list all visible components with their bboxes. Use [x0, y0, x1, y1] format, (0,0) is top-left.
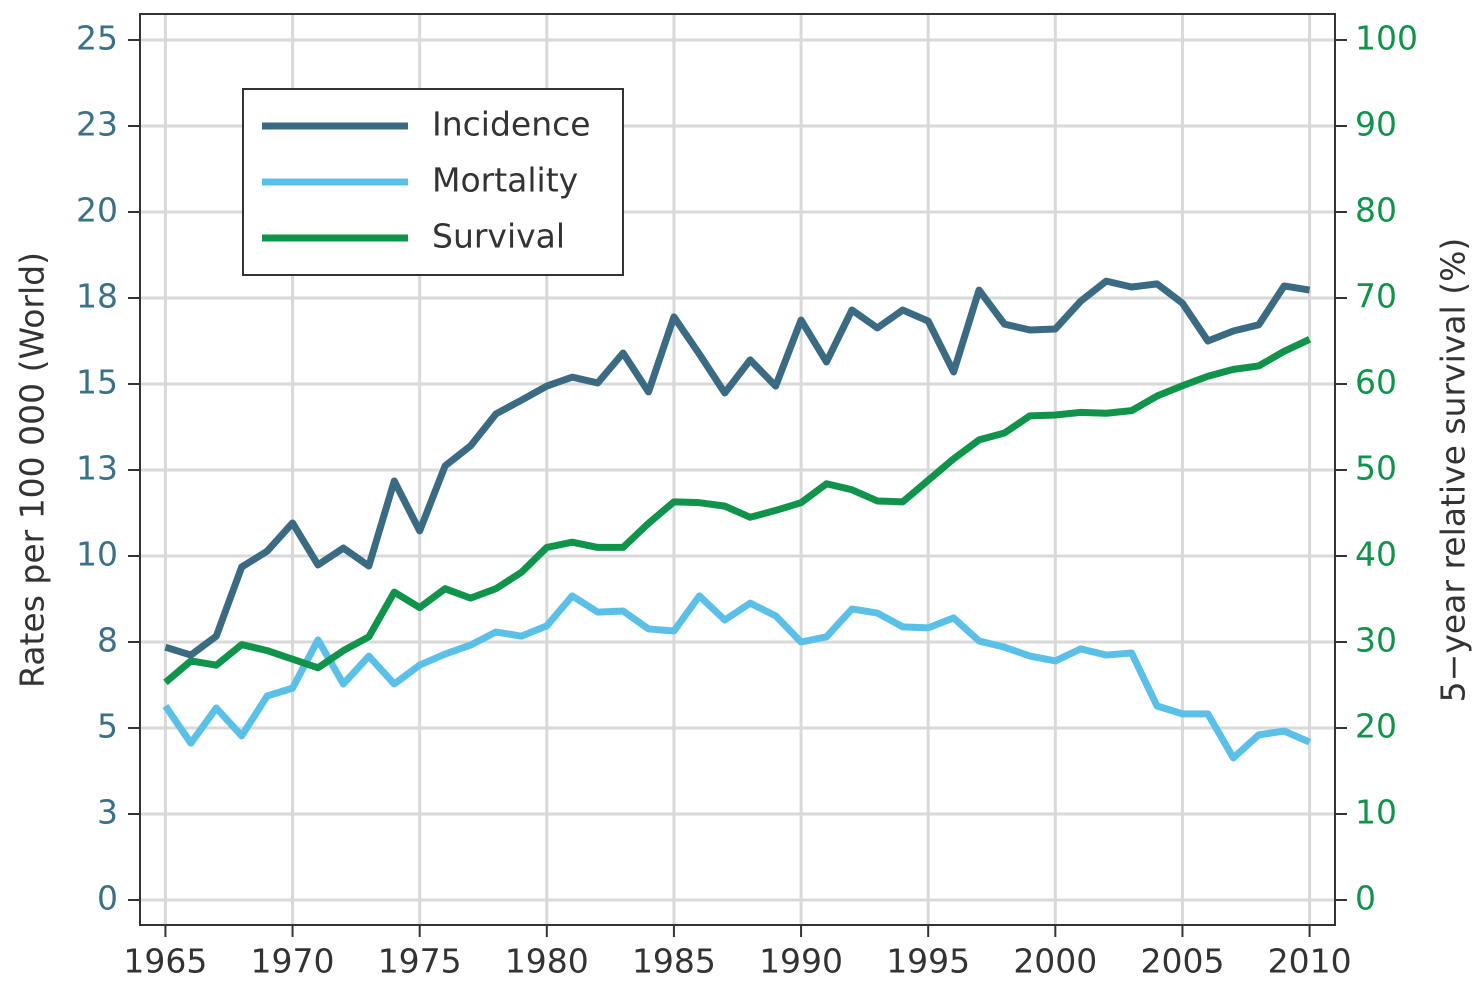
- y-tick-label: 0: [97, 879, 118, 918]
- x-tick-label: 1995: [886, 942, 970, 981]
- x-tick-label: 2010: [1268, 942, 1352, 981]
- data-line: [162, 592, 1311, 762]
- x-tick-label: 2000: [1013, 942, 1097, 981]
- y2-tick-label: 100: [1355, 19, 1418, 58]
- x-tick-label: 2005: [1140, 942, 1224, 981]
- legend-label: Incidence: [432, 105, 591, 144]
- y2-tick-label: 80: [1355, 191, 1397, 230]
- y-tick-label: 23: [76, 105, 118, 144]
- y2-tick-label: 20: [1355, 707, 1397, 746]
- x-tick-label: 1980: [505, 942, 589, 981]
- data-line: [164, 277, 1311, 659]
- y2-tick-label: 60: [1355, 363, 1397, 402]
- y2-tick-label: 70: [1355, 277, 1397, 316]
- plot-frame: [139, 13, 1336, 926]
- y2-tick-label: 10: [1355, 793, 1397, 832]
- y2-tick-label: 0: [1355, 879, 1376, 918]
- y2-tick-label: 90: [1355, 105, 1397, 144]
- y-tick-label: 25: [76, 19, 118, 58]
- y-tick-label: 10: [76, 535, 118, 574]
- y-tick-label: 3: [97, 793, 118, 832]
- y-tick-label: 18: [76, 277, 118, 316]
- y2-tick-label: 30: [1355, 621, 1397, 660]
- y-axis-title: Rates per 100 000 (World): [13, 252, 52, 688]
- y-tick-label: 13: [76, 449, 118, 488]
- x-tick-label: 1975: [378, 942, 462, 981]
- data-line: [163, 336, 1312, 686]
- y-tick-label: 20: [76, 191, 118, 230]
- y-tick-label: 5: [97, 707, 118, 746]
- x-tick-label: 1985: [632, 942, 716, 981]
- legend-label: Mortality: [432, 161, 578, 200]
- x-tick-label: 1990: [759, 942, 843, 981]
- y-tick-label: 8: [97, 621, 118, 660]
- y2-axis-title: 5−year relative survival (%): [1434, 238, 1473, 703]
- x-tick-label: 1970: [251, 942, 335, 981]
- y-tick-label: 15: [76, 363, 118, 402]
- y2-tick-label: 50: [1355, 449, 1397, 488]
- x-tick-label: 1965: [123, 942, 207, 981]
- legend-label: Survival: [432, 217, 565, 256]
- y2-tick-label: 40: [1355, 535, 1397, 574]
